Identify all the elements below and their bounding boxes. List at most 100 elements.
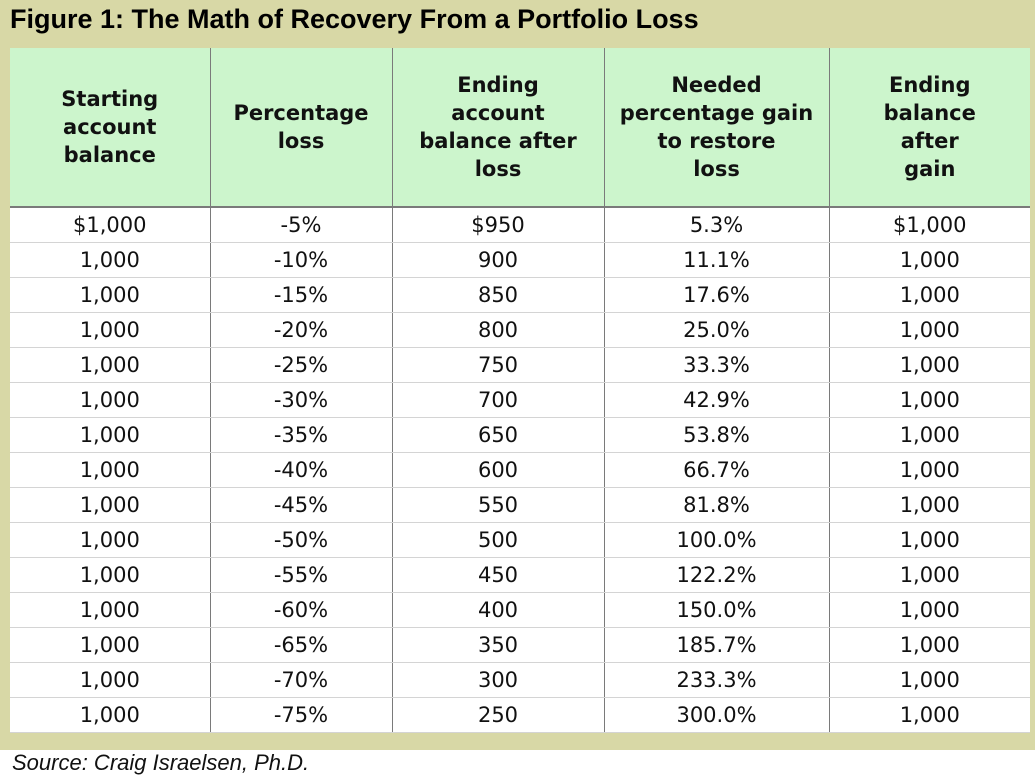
cell-needed-gain: 233.3%	[603, 662, 830, 698]
cell-percentage-loss: -60%	[209, 592, 393, 628]
table-row: 1,000 -15% 850 17.6% 1,000	[10, 277, 1030, 313]
cell-ending-balance-after-loss: 750	[391, 347, 605, 383]
cell-starting-balance: 1,000	[10, 697, 211, 733]
cell-ending-balance-after-gain: 1,000	[828, 452, 1030, 488]
table-row: 1,000 -65% 350 185.7% 1,000	[10, 627, 1030, 663]
cell-ending-balance-after-gain: 1,000	[828, 277, 1030, 313]
cell-ending-balance-after-gain: 1,000	[828, 557, 1030, 593]
cell-needed-gain: 150.0%	[603, 592, 830, 628]
cell-ending-balance-after-loss: 850	[391, 277, 605, 313]
cell-percentage-loss: -35%	[209, 417, 393, 453]
table-body: $1,000 -5% $950 5.3% $1,000 1,000 -10% 900 11.1%…	[10, 206, 1030, 733]
cell-ending-balance-after-gain: 1,000	[828, 417, 1030, 453]
cell-ending-balance-after-gain: 1,000	[828, 242, 1030, 278]
cell-percentage-loss: -5%	[209, 206, 393, 243]
cell-needed-gain: 25.0%	[603, 312, 830, 348]
column-header-percentage-loss: Percentage loss	[209, 48, 393, 208]
cell-starting-balance: 1,000	[10, 627, 211, 663]
cell-starting-balance: 1,000	[10, 277, 211, 313]
cell-percentage-loss: -45%	[209, 487, 393, 523]
figure-title: Figure 1: The Math of Recovery From a Po…	[10, 4, 699, 34]
cell-needed-gain: 5.3%	[603, 206, 830, 243]
cell-starting-balance: $1,000	[10, 206, 211, 243]
cell-ending-balance-after-loss: $950	[391, 206, 605, 243]
header-row: Starting account balance Percentage loss Endi…	[10, 48, 1030, 208]
cell-ending-balance-after-gain: $1,000	[828, 206, 1030, 243]
cell-percentage-loss: -40%	[209, 452, 393, 488]
cell-ending-balance-after-loss: 700	[391, 382, 605, 418]
table-row: 1,000 -20% 800 25.0% 1,000	[10, 312, 1030, 348]
cell-percentage-loss: -25%	[209, 347, 393, 383]
table-row: 1,000 -75% 250 300.0% 1,000	[10, 697, 1030, 733]
cell-starting-balance: 1,000	[10, 487, 211, 523]
cell-starting-balance: 1,000	[10, 452, 211, 488]
cell-needed-gain: 42.9%	[603, 382, 830, 418]
cell-ending-balance-after-gain: 1,000	[828, 382, 1030, 418]
table-row: 1,000 -50% 500 100.0% 1,000	[10, 522, 1030, 558]
table-row: 1,000 -30% 700 42.9% 1,000	[10, 382, 1030, 418]
table-row: 1,000 -55% 450 122.2% 1,000	[10, 557, 1030, 593]
column-header-ending-balance-after-gain: Ending balance after gain	[828, 48, 1030, 208]
cell-needed-gain: 100.0%	[603, 522, 830, 558]
cell-starting-balance: 1,000	[10, 417, 211, 453]
cell-needed-gain: 53.8%	[603, 417, 830, 453]
cell-ending-balance-after-loss: 400	[391, 592, 605, 628]
cell-starting-balance: 1,000	[10, 242, 211, 278]
cell-ending-balance-after-gain: 1,000	[828, 487, 1030, 523]
column-header-starting-balance: Starting account balance	[10, 48, 211, 208]
cell-ending-balance-after-loss: 550	[391, 487, 605, 523]
column-header-ending-balance-after-loss: Ending account balance after loss	[391, 48, 605, 208]
cell-needed-gain: 300.0%	[603, 697, 830, 733]
cell-starting-balance: 1,000	[10, 382, 211, 418]
cell-starting-balance: 1,000	[10, 312, 211, 348]
cell-ending-balance-after-loss: 350	[391, 627, 605, 663]
cell-percentage-loss: -10%	[209, 242, 393, 278]
cell-starting-balance: 1,000	[10, 592, 211, 628]
cell-percentage-loss: -70%	[209, 662, 393, 698]
cell-ending-balance-after-loss: 450	[391, 557, 605, 593]
cell-starting-balance: 1,000	[10, 347, 211, 383]
table-row: 1,000 -40% 600 66.7% 1,000	[10, 452, 1030, 488]
cell-starting-balance: 1,000	[10, 662, 211, 698]
cell-percentage-loss: -20%	[209, 312, 393, 348]
cell-starting-balance: 1,000	[10, 557, 211, 593]
cell-percentage-loss: -50%	[209, 522, 393, 558]
cell-ending-balance-after-gain: 1,000	[828, 662, 1030, 698]
cell-ending-balance-after-gain: 1,000	[828, 522, 1030, 558]
table-row: 1,000 -10% 900 11.1% 1,000	[10, 242, 1030, 278]
cell-needed-gain: 33.3%	[603, 347, 830, 383]
table-row: 1,000 -45% 550 81.8% 1,000	[10, 487, 1030, 523]
table-row: 1,000 -35% 650 53.8% 1,000	[10, 417, 1030, 453]
cell-ending-balance-after-loss: 300	[391, 662, 605, 698]
cell-needed-gain: 185.7%	[603, 627, 830, 663]
cell-needed-gain: 122.2%	[603, 557, 830, 593]
cell-ending-balance-after-gain: 1,000	[828, 347, 1030, 383]
cell-needed-gain: 66.7%	[603, 452, 830, 488]
cell-ending-balance-after-loss: 250	[391, 697, 605, 733]
source-note: Source: Craig Israelsen, Ph.D.	[12, 750, 310, 775]
cell-percentage-loss: -55%	[209, 557, 393, 593]
cell-needed-gain: 81.8%	[603, 487, 830, 523]
cell-ending-balance-after-loss: 500	[391, 522, 605, 558]
cell-ending-balance-after-gain: 1,000	[828, 697, 1030, 733]
cell-needed-gain: 17.6%	[603, 277, 830, 313]
cell-percentage-loss: -75%	[209, 697, 393, 733]
table-row: 1,000 -60% 400 150.0% 1,000	[10, 592, 1030, 628]
table-row: 1,000 -70% 300 233.3% 1,000	[10, 662, 1030, 698]
title-bar: Figure 1: The Math of Recovery From a Po…	[0, 0, 1035, 45]
table-frame: Starting account balance Percentage loss Endi…	[0, 44, 1035, 750]
cell-ending-balance-after-gain: 1,000	[828, 312, 1030, 348]
recovery-table: Starting account balance Percentage loss Endi…	[10, 48, 1030, 733]
cell-percentage-loss: -30%	[209, 382, 393, 418]
cell-percentage-loss: -65%	[209, 627, 393, 663]
cell-ending-balance-after-loss: 600	[391, 452, 605, 488]
column-header-needed-gain: Needed percentage gain to restore loss	[603, 48, 830, 208]
cell-starting-balance: 1,000	[10, 522, 211, 558]
table-row: 1,000 -25% 750 33.3% 1,000	[10, 347, 1030, 383]
table-row: $1,000 -5% $950 5.3% $1,000	[10, 206, 1030, 243]
cell-ending-balance-after-loss: 800	[391, 312, 605, 348]
cell-ending-balance-after-gain: 1,000	[828, 592, 1030, 628]
cell-ending-balance-after-gain: 1,000	[828, 627, 1030, 663]
cell-needed-gain: 11.1%	[603, 242, 830, 278]
